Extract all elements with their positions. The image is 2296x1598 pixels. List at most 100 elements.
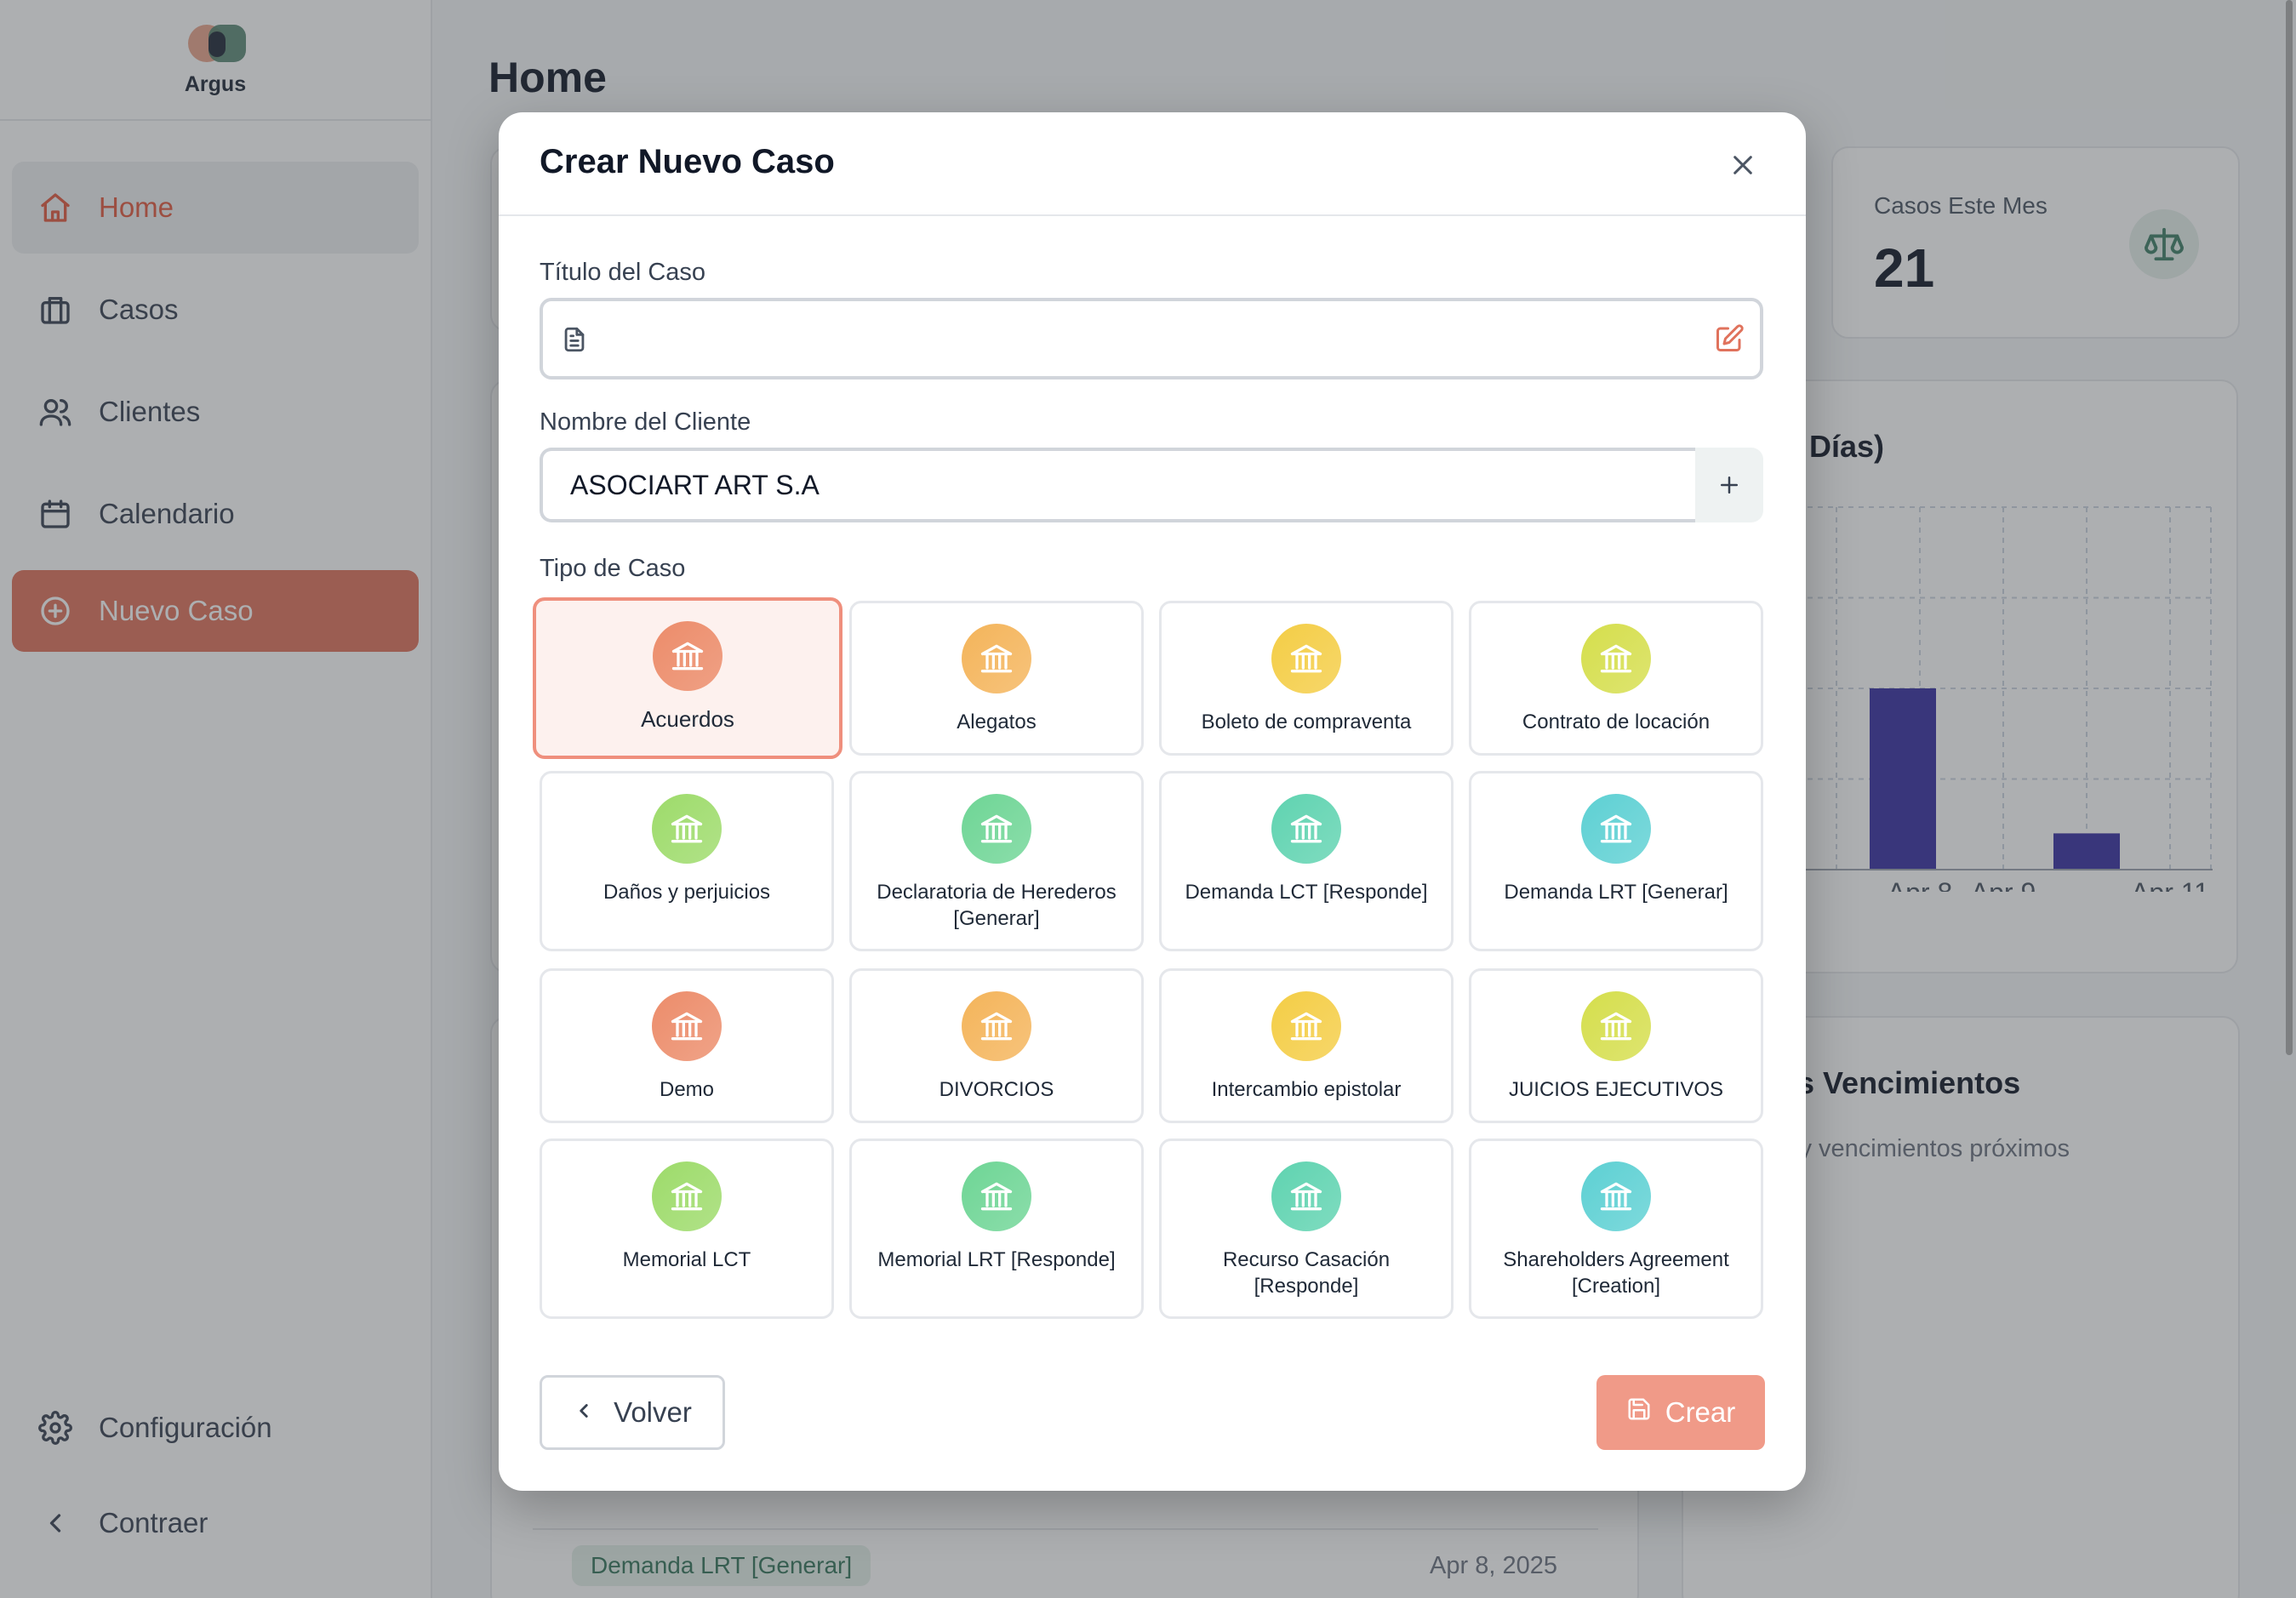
sidebar-item-label: Nuevo Caso — [99, 595, 254, 626]
title-input[interactable] — [599, 301, 1705, 376]
table-row[interactable]: Demanda LRT [Generar] Apr 8, 2025 — [533, 1528, 1598, 1598]
calendar-icon — [37, 496, 73, 532]
close-icon — [1733, 156, 1752, 174]
case-type-label: Alegatos — [957, 711, 1037, 733]
case-type-label: DIVORCIOS — [939, 1078, 1054, 1101]
case-type-option[interactable]: Shareholders Agreement [Creation] — [1469, 1139, 1763, 1319]
chart-bar — [2053, 833, 2120, 870]
chevron-left-icon — [573, 1396, 595, 1429]
case-type-option[interactable]: Acuerdos — [533, 597, 842, 759]
logo[interactable]: Argus — [0, 0, 431, 121]
client-field-label: Nombre del Cliente — [540, 408, 751, 436]
client-input[interactable] — [540, 448, 1702, 522]
case-type-option[interactable]: Boleto de compraventa — [1159, 601, 1454, 756]
chevron-left-icon — [37, 1505, 73, 1541]
sidebar-item-home[interactable]: Home — [12, 162, 419, 254]
bank-icon — [652, 794, 722, 864]
sidebar-item-casos[interactable]: Casos — [12, 264, 419, 356]
chart-title: Días) — [1809, 429, 1885, 464]
bar-chart: Apr 8 Apr 9 Apr 11 — [1726, 506, 2213, 892]
bank-icon — [653, 621, 722, 691]
case-type-label: Tipo de Caso — [540, 555, 686, 582]
sidebar-item-configuracion[interactable]: Configuración — [12, 1382, 419, 1474]
stat-value: 21 — [1874, 237, 1935, 299]
bank-icon — [962, 991, 1031, 1061]
logo-icon — [183, 23, 248, 66]
case-type-label: Intercambio epistolar — [1211, 1078, 1402, 1101]
case-type-label: Memorial LCT — [622, 1248, 751, 1271]
case-type-option[interactable]: DIVORCIOS — [849, 968, 1144, 1123]
sidebar-item-label: Clientes — [99, 396, 201, 427]
document-icon — [560, 325, 589, 358]
case-type-label: Boleto de compraventa — [1201, 711, 1412, 733]
case-type-option[interactable]: JUICIOS EJECUTIVOS — [1469, 968, 1763, 1123]
sidebar-item-label: Calendario — [99, 498, 235, 529]
sidebar: Argus Home Casos Clientes Calendario Nue… — [0, 0, 432, 1598]
home-icon — [37, 190, 73, 225]
bank-icon — [1581, 624, 1651, 693]
edit-icon[interactable] — [1714, 323, 1745, 358]
title-field — [540, 298, 1763, 380]
case-date: Apr 8, 2025 — [1430, 1552, 1557, 1579]
create-case-modal: Crear Nuevo Caso Título del Caso Nombre … — [499, 112, 1806, 1491]
sidebar-item-clientes[interactable]: Clientes — [12, 366, 419, 458]
bank-icon — [1581, 1161, 1651, 1231]
sidebar-item-label: Configuración — [99, 1412, 272, 1443]
back-button-label: Volver — [614, 1396, 692, 1428]
case-type-label: JUICIOS EJECUTIVOS — [1508, 1078, 1724, 1101]
case-type-option[interactable]: Demanda LRT [Generar] — [1469, 771, 1763, 951]
plus-icon — [1721, 477, 1738, 494]
create-button-label: Crear — [1665, 1396, 1736, 1428]
case-type-badge: Demanda LRT [Generar] — [572, 1545, 871, 1586]
case-type-option[interactable]: Contrato de locación — [1469, 601, 1763, 756]
case-type-option[interactable]: Memorial LRT [Responde] — [849, 1139, 1144, 1319]
save-icon — [1626, 1396, 1652, 1429]
case-type-option[interactable]: Intercambio epistolar — [1159, 968, 1454, 1123]
modal-title: Crear Nuevo Caso — [540, 143, 835, 180]
bank-icon — [652, 991, 722, 1061]
sidebar-item-label: Contraer — [99, 1507, 208, 1538]
sidebar-item-nuevo-caso[interactable]: Nuevo Caso — [12, 570, 419, 652]
case-type-label: Recurso Casación [Responde] — [1222, 1248, 1391, 1298]
case-type-label: Shareholders Agreement [Creation] — [1503, 1248, 1729, 1298]
client-field — [540, 448, 1763, 522]
chart-bar — [1870, 688, 1936, 870]
scale-icon — [2129, 209, 2199, 279]
sidebar-item-contraer[interactable]: Contraer — [12, 1477, 419, 1569]
back-button[interactable]: Volver — [540, 1375, 725, 1450]
bank-icon — [1271, 794, 1341, 864]
app-name: Argus — [184, 71, 247, 96]
case-type-option[interactable]: Declaratoria de Herederos [Generar] — [849, 771, 1144, 951]
case-type-option[interactable]: Recurso Casación [Responde] — [1159, 1139, 1454, 1319]
case-type-label: Demo — [659, 1078, 715, 1101]
create-button[interactable]: Crear — [1596, 1375, 1765, 1450]
gear-icon — [37, 1410, 73, 1446]
case-type-label: Daños y perjuicios — [603, 881, 771, 904]
stat-card-casos-mes: Casos Este Mes 21 — [1831, 146, 2240, 339]
case-type-option[interactable]: Alegatos — [849, 601, 1144, 756]
bank-icon — [1581, 794, 1651, 864]
case-type-option[interactable]: Memorial LCT — [540, 1139, 834, 1319]
case-type-option[interactable]: Daños y perjuicios — [540, 771, 834, 951]
users-icon — [37, 394, 73, 430]
bank-icon — [962, 624, 1031, 693]
close-button[interactable] — [1724, 146, 1762, 184]
bank-icon — [1271, 991, 1341, 1061]
case-type-label: Demanda LRT [Generar] — [1504, 881, 1728, 904]
bank-icon — [1271, 624, 1341, 693]
modal-header: Crear Nuevo Caso — [499, 112, 1806, 216]
x-tick-label: Apr 11 — [2131, 877, 2209, 892]
bank-icon — [962, 1161, 1031, 1231]
title-field-label: Título del Caso — [540, 259, 706, 286]
case-type-option[interactable]: Demanda LCT [Responde] — [1159, 771, 1454, 951]
case-type-label: Memorial LRT [Responde] — [877, 1248, 1116, 1271]
case-type-label: Declaratoria de Herederos [Generar] — [877, 881, 1117, 930]
case-type-option[interactable]: Demo — [540, 968, 834, 1123]
page-title: Home — [488, 54, 607, 101]
add-client-button[interactable] — [1695, 448, 1763, 522]
page-scrollbar[interactable] — [2286, 0, 2293, 1055]
plus-circle-icon — [37, 593, 73, 629]
sidebar-item-label: Home — [99, 191, 174, 223]
sidebar-item-calendario[interactable]: Calendario — [12, 468, 419, 560]
x-tick-label: Apr 8 — [1888, 877, 1952, 892]
